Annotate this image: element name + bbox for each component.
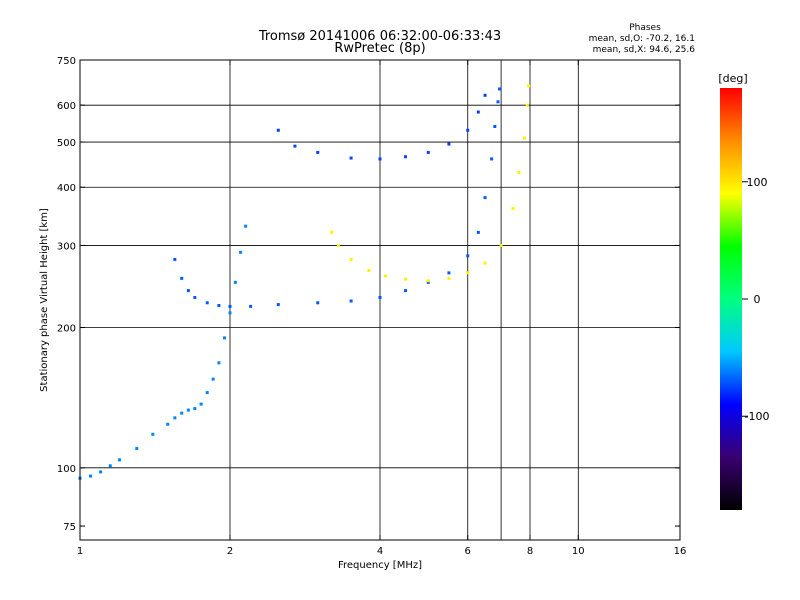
echo-point [500,244,503,247]
y-axis-label: Stationary phase Virtual Height [km] [39,208,50,392]
stats-x-mode: mean, sd,X: 94.6, 25.6 [593,45,696,55]
x-tick-label: 6 [465,546,471,557]
echo-point [330,231,333,234]
echo-point [118,458,121,461]
echo-point [234,281,237,284]
echo-point [496,100,499,103]
echo-point [490,157,493,160]
axis-ticks: 1 2 4 6 8 10 16 75 100 200 300 400 500 600 750 [57,56,686,557]
echo-point [193,407,196,410]
echo-point [229,311,232,314]
echo-point [229,305,232,308]
x-tick-label: 2 [227,546,233,557]
echo-point [187,409,190,412]
echo-point [384,274,387,277]
echo-point [404,155,407,158]
echo-point [249,305,252,308]
echo-point [187,289,190,292]
echo-point [316,301,319,304]
echo-point [466,129,469,132]
colorbar-tick-label: -100 [745,410,770,423]
echo-point [217,304,220,307]
echo-point [217,361,220,364]
echo-points [79,84,531,479]
echo-point [180,412,183,415]
y-tick-label: 600 [57,101,76,112]
echo-point [447,143,450,146]
echo-point [526,104,529,107]
echo-point [173,416,176,419]
y-tick-label: 400 [57,183,76,194]
x-tick-label: 4 [377,546,383,557]
echo-point [239,251,242,254]
echo-point [350,157,353,160]
echo-point [379,157,382,160]
echo-point [512,207,515,210]
x-tick-label: 16 [674,546,687,557]
echo-point [337,244,340,247]
echo-point [193,296,196,299]
echo-point [206,301,209,304]
echo-point [151,433,154,436]
echo-point [527,84,530,87]
echo-point [427,151,430,154]
echo-point [379,296,382,299]
echo-point [200,403,203,406]
echo-point [404,278,407,281]
x-tick-label: 10 [572,546,585,557]
echo-point [404,289,407,292]
echo-point [135,447,138,450]
echo-point [316,151,319,154]
echo-point [89,475,92,478]
colorbar-tick-label: 0 [754,293,761,306]
stats-o-mode: mean, sd,O: -70.2, 16.1 [589,34,695,44]
echo-point [484,94,487,97]
echo-point [277,303,280,306]
echo-point [223,336,226,339]
echo-point [477,111,480,114]
grid-lines [80,60,680,540]
stats-heading: Phases [629,23,661,33]
x-axis-label: Frequency [MHz] [338,560,422,571]
echo-point [206,391,209,394]
y-tick-label: 100 [57,464,76,475]
y-tick-label: 300 [57,241,76,252]
echo-point [493,125,496,128]
y-tick-label: 750 [57,56,76,67]
echo-point [447,277,450,280]
echo-point [166,423,169,426]
echo-point [484,262,487,265]
x-tick-label: 8 [527,546,533,557]
echo-point [477,231,480,234]
x-tick-label: 1 [77,546,83,557]
phase-colorbar [720,88,742,510]
echo-point [180,277,183,280]
echo-point [277,129,280,132]
echo-point [367,269,370,272]
y-tick-label: 75 [63,522,76,533]
colorbar-label: [deg] [718,72,747,85]
echo-point [109,464,112,467]
y-tick-label: 500 [57,138,76,149]
echo-point [350,258,353,261]
echo-point [484,196,487,199]
echo-point [498,87,501,90]
echo-point [447,271,450,274]
echo-point [173,258,176,261]
echo-point [523,137,526,140]
echo-point [244,225,247,228]
echo-point [517,171,520,174]
echo-point [427,279,430,282]
echo-point [466,271,469,274]
echo-point [350,299,353,302]
echo-point [99,470,102,473]
chart-subtitle: RwPretec (8p) [334,41,425,56]
echo-point [212,378,215,381]
echo-point [466,254,469,257]
colorbar-ticks: 100 0 -100 [742,176,769,423]
echo-point [293,145,296,148]
y-tick-label: 200 [57,324,76,335]
colorbar-tick-label: 100 [747,176,768,189]
ionogram-chart: Tromsø 20141006 06:32:00-06:33:43 RwPret… [0,0,800,600]
